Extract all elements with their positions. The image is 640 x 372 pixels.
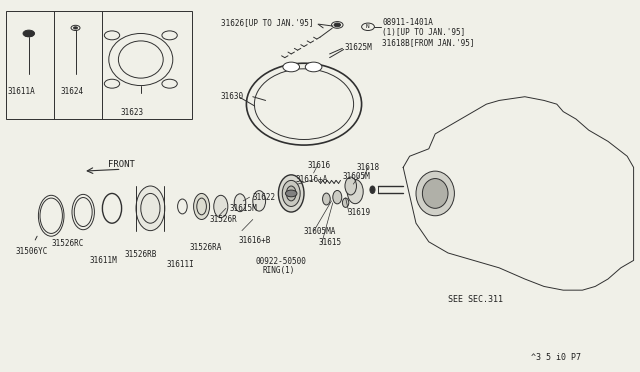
- Text: 31616+A: 31616+A: [296, 175, 328, 184]
- Text: 31616+B: 31616+B: [239, 236, 271, 245]
- Text: 08911-1401A: 08911-1401A: [382, 18, 433, 27]
- Text: SEE SEC.311: SEE SEC.311: [448, 295, 503, 304]
- Text: 31526RB: 31526RB: [125, 250, 157, 259]
- Text: 31605M: 31605M: [342, 172, 370, 181]
- Ellipse shape: [323, 193, 330, 205]
- Ellipse shape: [345, 177, 356, 195]
- Ellipse shape: [214, 195, 228, 218]
- Text: 31526RA: 31526RA: [189, 243, 222, 252]
- Ellipse shape: [278, 175, 304, 212]
- Text: 31615: 31615: [319, 238, 342, 247]
- Text: 31625M: 31625M: [344, 43, 372, 52]
- Ellipse shape: [282, 180, 300, 206]
- Text: 31526RC: 31526RC: [51, 239, 84, 248]
- Text: 31611I: 31611I: [166, 260, 194, 269]
- Text: 31611A: 31611A: [8, 87, 35, 96]
- Ellipse shape: [234, 194, 246, 212]
- Ellipse shape: [416, 171, 454, 216]
- Text: 31619: 31619: [348, 208, 371, 217]
- Text: 31626[UP TO JAN.'95]: 31626[UP TO JAN.'95]: [221, 19, 314, 28]
- Text: 00922-50500: 00922-50500: [256, 257, 307, 266]
- Text: 31526R: 31526R: [210, 215, 237, 224]
- Ellipse shape: [25, 34, 33, 36]
- Text: 31616: 31616: [307, 161, 330, 170]
- Text: (1)[UP TO JAN.'95]: (1)[UP TO JAN.'95]: [382, 28, 465, 37]
- Text: 31605MA: 31605MA: [304, 227, 337, 236]
- Text: RING(1): RING(1): [262, 266, 295, 275]
- Text: 31624: 31624: [61, 87, 84, 96]
- Circle shape: [285, 190, 297, 197]
- Ellipse shape: [370, 186, 375, 193]
- Ellipse shape: [193, 193, 210, 219]
- Ellipse shape: [422, 179, 448, 208]
- Text: ^3 5 i0 P7: ^3 5 i0 P7: [531, 353, 581, 362]
- Text: 31623: 31623: [120, 108, 143, 117]
- Text: 31506YC: 31506YC: [16, 247, 49, 256]
- Text: 31630: 31630: [221, 92, 244, 101]
- Bar: [6, 11, 192, 119]
- Text: 31618B[FROM JAN.'95]: 31618B[FROM JAN.'95]: [382, 38, 475, 47]
- Text: 31618: 31618: [356, 163, 380, 172]
- Circle shape: [305, 62, 322, 72]
- Text: 31611M: 31611M: [90, 256, 117, 265]
- Ellipse shape: [136, 186, 165, 231]
- Text: 31615M: 31615M: [229, 204, 257, 213]
- Circle shape: [334, 23, 340, 27]
- Text: N: N: [366, 24, 369, 29]
- Ellipse shape: [333, 190, 342, 204]
- Ellipse shape: [287, 186, 296, 201]
- Ellipse shape: [348, 179, 364, 204]
- Text: FRONT: FRONT: [108, 160, 134, 169]
- Ellipse shape: [342, 198, 349, 208]
- Text: 31622: 31622: [253, 193, 276, 202]
- Circle shape: [74, 27, 77, 29]
- Circle shape: [23, 30, 35, 37]
- Ellipse shape: [253, 191, 266, 211]
- Circle shape: [283, 62, 300, 72]
